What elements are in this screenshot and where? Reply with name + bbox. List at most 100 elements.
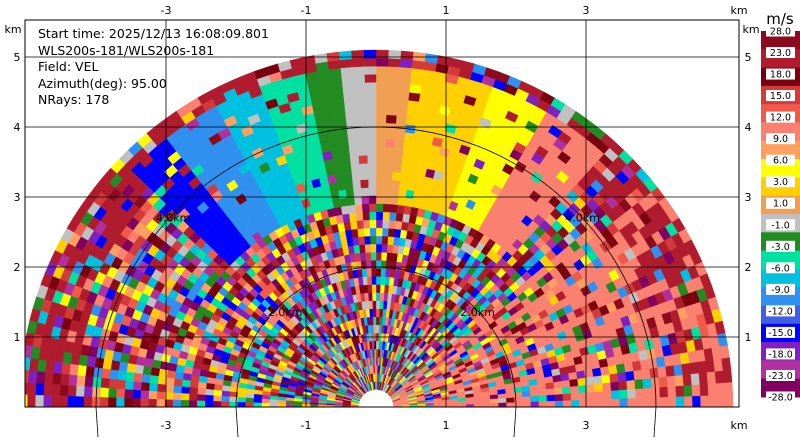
colorbar-tick-bg (766, 219, 795, 231)
velocity-cell (618, 389, 629, 399)
velocity-cell (714, 370, 725, 384)
velocity-cell (554, 400, 564, 407)
velocity-cell (172, 399, 182, 407)
velocity-cell (402, 148, 413, 158)
range-ring-tail (95, 406, 99, 438)
velocity-cell (698, 371, 709, 385)
velocity-cell (115, 388, 125, 399)
velocity-cell (357, 146, 368, 156)
velocity-cell (378, 308, 384, 318)
velocity-cell (344, 107, 356, 117)
velocity-cell (338, 140, 350, 150)
velocity-cell (134, 364, 145, 375)
velocity-cell (350, 49, 365, 60)
velocity-cell (406, 107, 419, 118)
velocity-cell (369, 235, 377, 245)
y-tick-label-left: 4 (14, 121, 21, 134)
velocity-cell (602, 390, 612, 400)
velocity-cell (59, 373, 70, 386)
velocity-cell (371, 292, 377, 301)
velocity-cell (390, 187, 400, 197)
info-box: Start time: 2025/12/13 16:08:09.801 WLS2… (38, 26, 269, 109)
velocity-cell (391, 179, 401, 189)
velocity-cell (370, 251, 377, 261)
velocity-cell (395, 212, 404, 222)
velocity-cell (561, 386, 572, 395)
velocity-cell (341, 82, 355, 93)
colorbar-tick-label: -23.0 (768, 371, 793, 382)
velocity-cell (363, 65, 377, 75)
colorbar-tick-bg (766, 154, 795, 166)
velocity-cell (353, 90, 366, 100)
velocity-cell (562, 393, 572, 401)
velocity-cell (157, 376, 167, 386)
velocity-cell (398, 180, 408, 190)
velocity-cell (340, 74, 354, 85)
x-tick-label-bottom: -1 (301, 419, 312, 432)
velocity-cell (371, 284, 377, 293)
velocity-cell (675, 385, 685, 397)
velocity-cell (117, 370, 127, 381)
velocity-cell (333, 165, 344, 176)
velocity-cell (332, 157, 343, 168)
velocity-cell (392, 163, 402, 173)
range-ring-tail (235, 406, 239, 438)
velocity-cell (25, 369, 30, 383)
velocity-cell (361, 203, 370, 213)
velocity-cell (375, 357, 378, 366)
colorbar-tick-bg (766, 25, 795, 37)
velocity-cell (642, 377, 652, 389)
velocity-cell (375, 65, 389, 75)
velocity-cell (387, 58, 401, 68)
velocity-cell (379, 292, 385, 302)
velocity-cell (393, 228, 402, 238)
velocity-cell (623, 361, 634, 373)
nrays-text: NRays: 178 (38, 92, 110, 107)
velocity-cell (699, 383, 709, 396)
y-tick-label-right: 3 (745, 191, 752, 204)
velocity-cell (391, 171, 401, 181)
velocity-cell (148, 390, 158, 400)
axis-unit-label: km (730, 419, 747, 432)
velocity-cell (101, 368, 111, 380)
y-tick-label-right: 4 (745, 121, 752, 134)
velocity-cell (375, 57, 389, 67)
velocity-cell (115, 397, 125, 407)
colorbar-tick-label: -6.0 (771, 263, 790, 274)
velocity-cell (601, 373, 611, 384)
velocity-cell (277, 399, 287, 405)
velocity-cell (337, 132, 349, 142)
velocity-cell (657, 366, 667, 378)
velocity-cell (375, 171, 385, 180)
velocity-cell (148, 398, 157, 407)
velocity-cell (409, 75, 423, 86)
velocity-cell (331, 91, 345, 102)
velocity-cell (188, 387, 199, 395)
velocity-cell (375, 106, 387, 116)
velocity-cell (181, 379, 191, 388)
velocity-cell (382, 300, 388, 310)
velocity-cell (692, 395, 701, 407)
velocity-cell (506, 401, 516, 407)
velocity-cell (358, 154, 368, 165)
colorbar: m/s28.0 23.0 18.0 15.0 12.0 9.0 6.0 3.0 1.0 -1.0 -… (761, 10, 800, 404)
velocity-cell (643, 397, 653, 407)
colorbar-tick-label: -15.0 (768, 328, 793, 339)
axes: -3 -3 -1 -1 1 1 3 3 1 1 2 2 3 3 4 4 5 5 km km km km (4, 4, 759, 432)
velocity-cell (397, 90, 410, 101)
velocity-cell (359, 179, 369, 189)
velocity-cell (372, 308, 377, 317)
velocity-cell (357, 236, 365, 246)
x-tick-label-top: -1 (301, 4, 312, 17)
colorbar-tick-label: -28.0 (768, 393, 793, 404)
velocity-cell (148, 382, 158, 392)
velocity-cell (197, 381, 207, 390)
velocity-cell (332, 99, 345, 110)
velocity-cell (393, 147, 404, 157)
range-rings: 4.0km 4.0km 2.0km 2.0km (95, 126, 657, 438)
plot-frame (24, 19, 740, 408)
velocity-cell (182, 372, 192, 382)
velocity-cell (398, 74, 412, 85)
velocity-cell (245, 397, 254, 403)
velocity-cell (109, 369, 119, 381)
